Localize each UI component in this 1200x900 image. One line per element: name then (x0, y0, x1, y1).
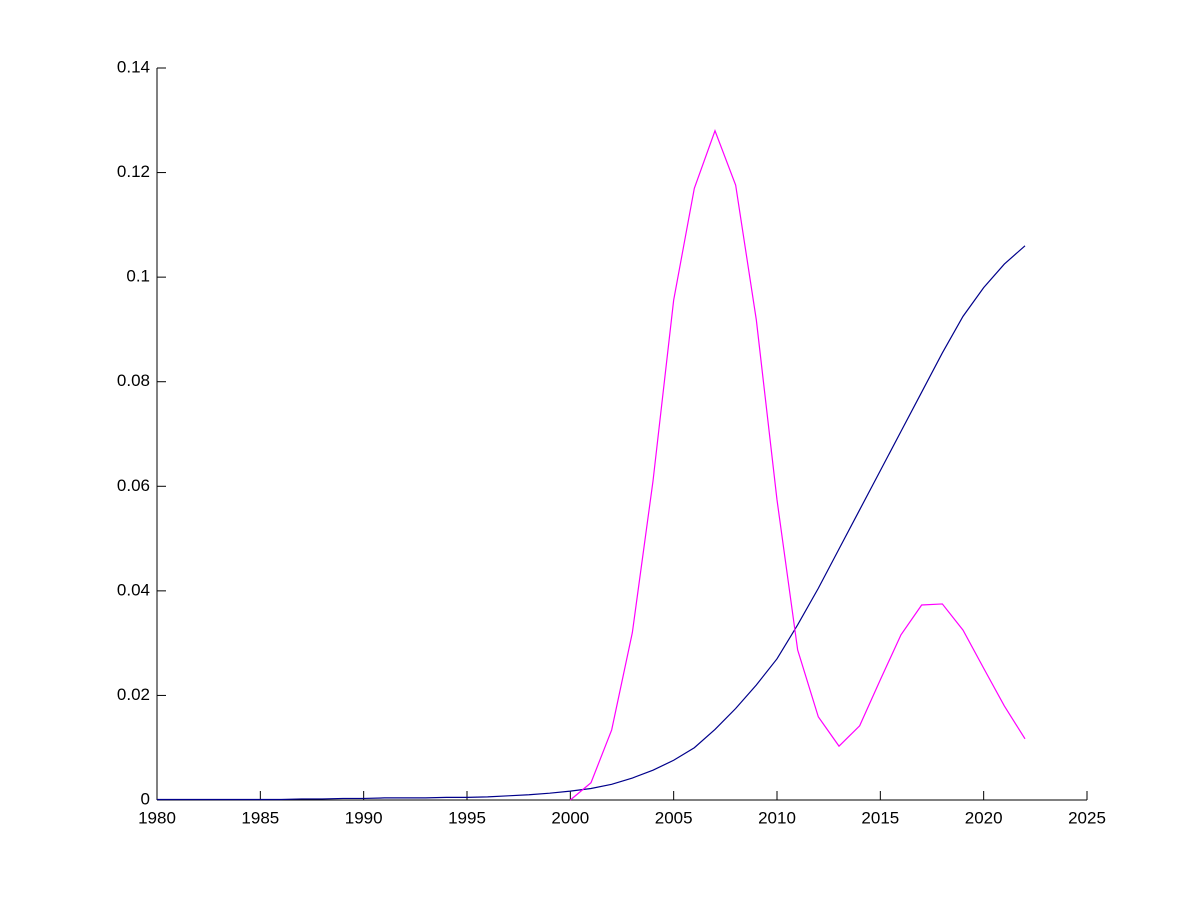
y-tick-label: 0.1 (126, 267, 150, 286)
x-tick-label: 2010 (758, 808, 796, 827)
x-tick-label: 2025 (1068, 808, 1106, 827)
x-tick-label: 2000 (551, 808, 589, 827)
series-line (569, 129, 1026, 801)
x-tick-label: 1980 (138, 808, 176, 827)
y-tick-label: 0.02 (117, 685, 150, 704)
x-tick-label: 2015 (861, 808, 899, 827)
series-line (157, 245, 1026, 801)
y-tick-label: 0.14 (117, 57, 150, 76)
y-tick-label: 0.06 (117, 476, 150, 495)
y-tick-label: 0 (141, 789, 150, 808)
x-tick-label: 1995 (448, 808, 486, 827)
y-tick-label: 0.12 (117, 162, 150, 181)
x-tick-label: 1985 (241, 808, 279, 827)
x-tick-label: 2020 (965, 808, 1003, 827)
y-tick-label: 0.04 (117, 580, 150, 599)
y-tick-label: 0.08 (117, 371, 150, 390)
x-tick-label: 2005 (655, 808, 693, 827)
x-tick-label: 1990 (345, 808, 383, 827)
